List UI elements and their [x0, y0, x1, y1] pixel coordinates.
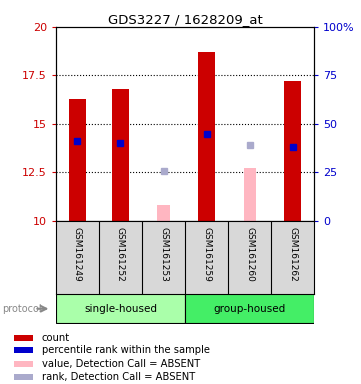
Bar [14, 335, 33, 341]
Bar [56, 295, 185, 323]
Text: GSM161252: GSM161252 [116, 227, 125, 281]
Text: single-housed: single-housed [84, 304, 157, 314]
Bar [14, 374, 33, 380]
Bar [69, 99, 86, 221]
Text: GSM161262: GSM161262 [288, 227, 297, 281]
Bar [157, 205, 170, 221]
Bar [284, 81, 301, 221]
Text: value, Detection Call = ABSENT: value, Detection Call = ABSENT [42, 359, 200, 369]
Text: group-housed: group-housed [213, 304, 286, 314]
Text: percentile rank within the sample: percentile rank within the sample [42, 345, 210, 355]
Bar [14, 361, 33, 366]
Text: GSM161249: GSM161249 [73, 227, 82, 281]
Text: GSM161259: GSM161259 [202, 227, 211, 281]
Bar [198, 52, 215, 221]
Bar [185, 295, 314, 323]
Text: protocol: protocol [2, 304, 42, 314]
Bar [112, 89, 129, 221]
Title: GDS3227 / 1628209_at: GDS3227 / 1628209_at [108, 13, 262, 26]
Text: GSM161253: GSM161253 [159, 227, 168, 281]
Bar [244, 169, 256, 221]
Text: GSM161260: GSM161260 [245, 227, 254, 281]
Text: rank, Detection Call = ABSENT: rank, Detection Call = ABSENT [42, 372, 195, 382]
Text: count: count [42, 333, 70, 343]
Bar [14, 347, 33, 353]
